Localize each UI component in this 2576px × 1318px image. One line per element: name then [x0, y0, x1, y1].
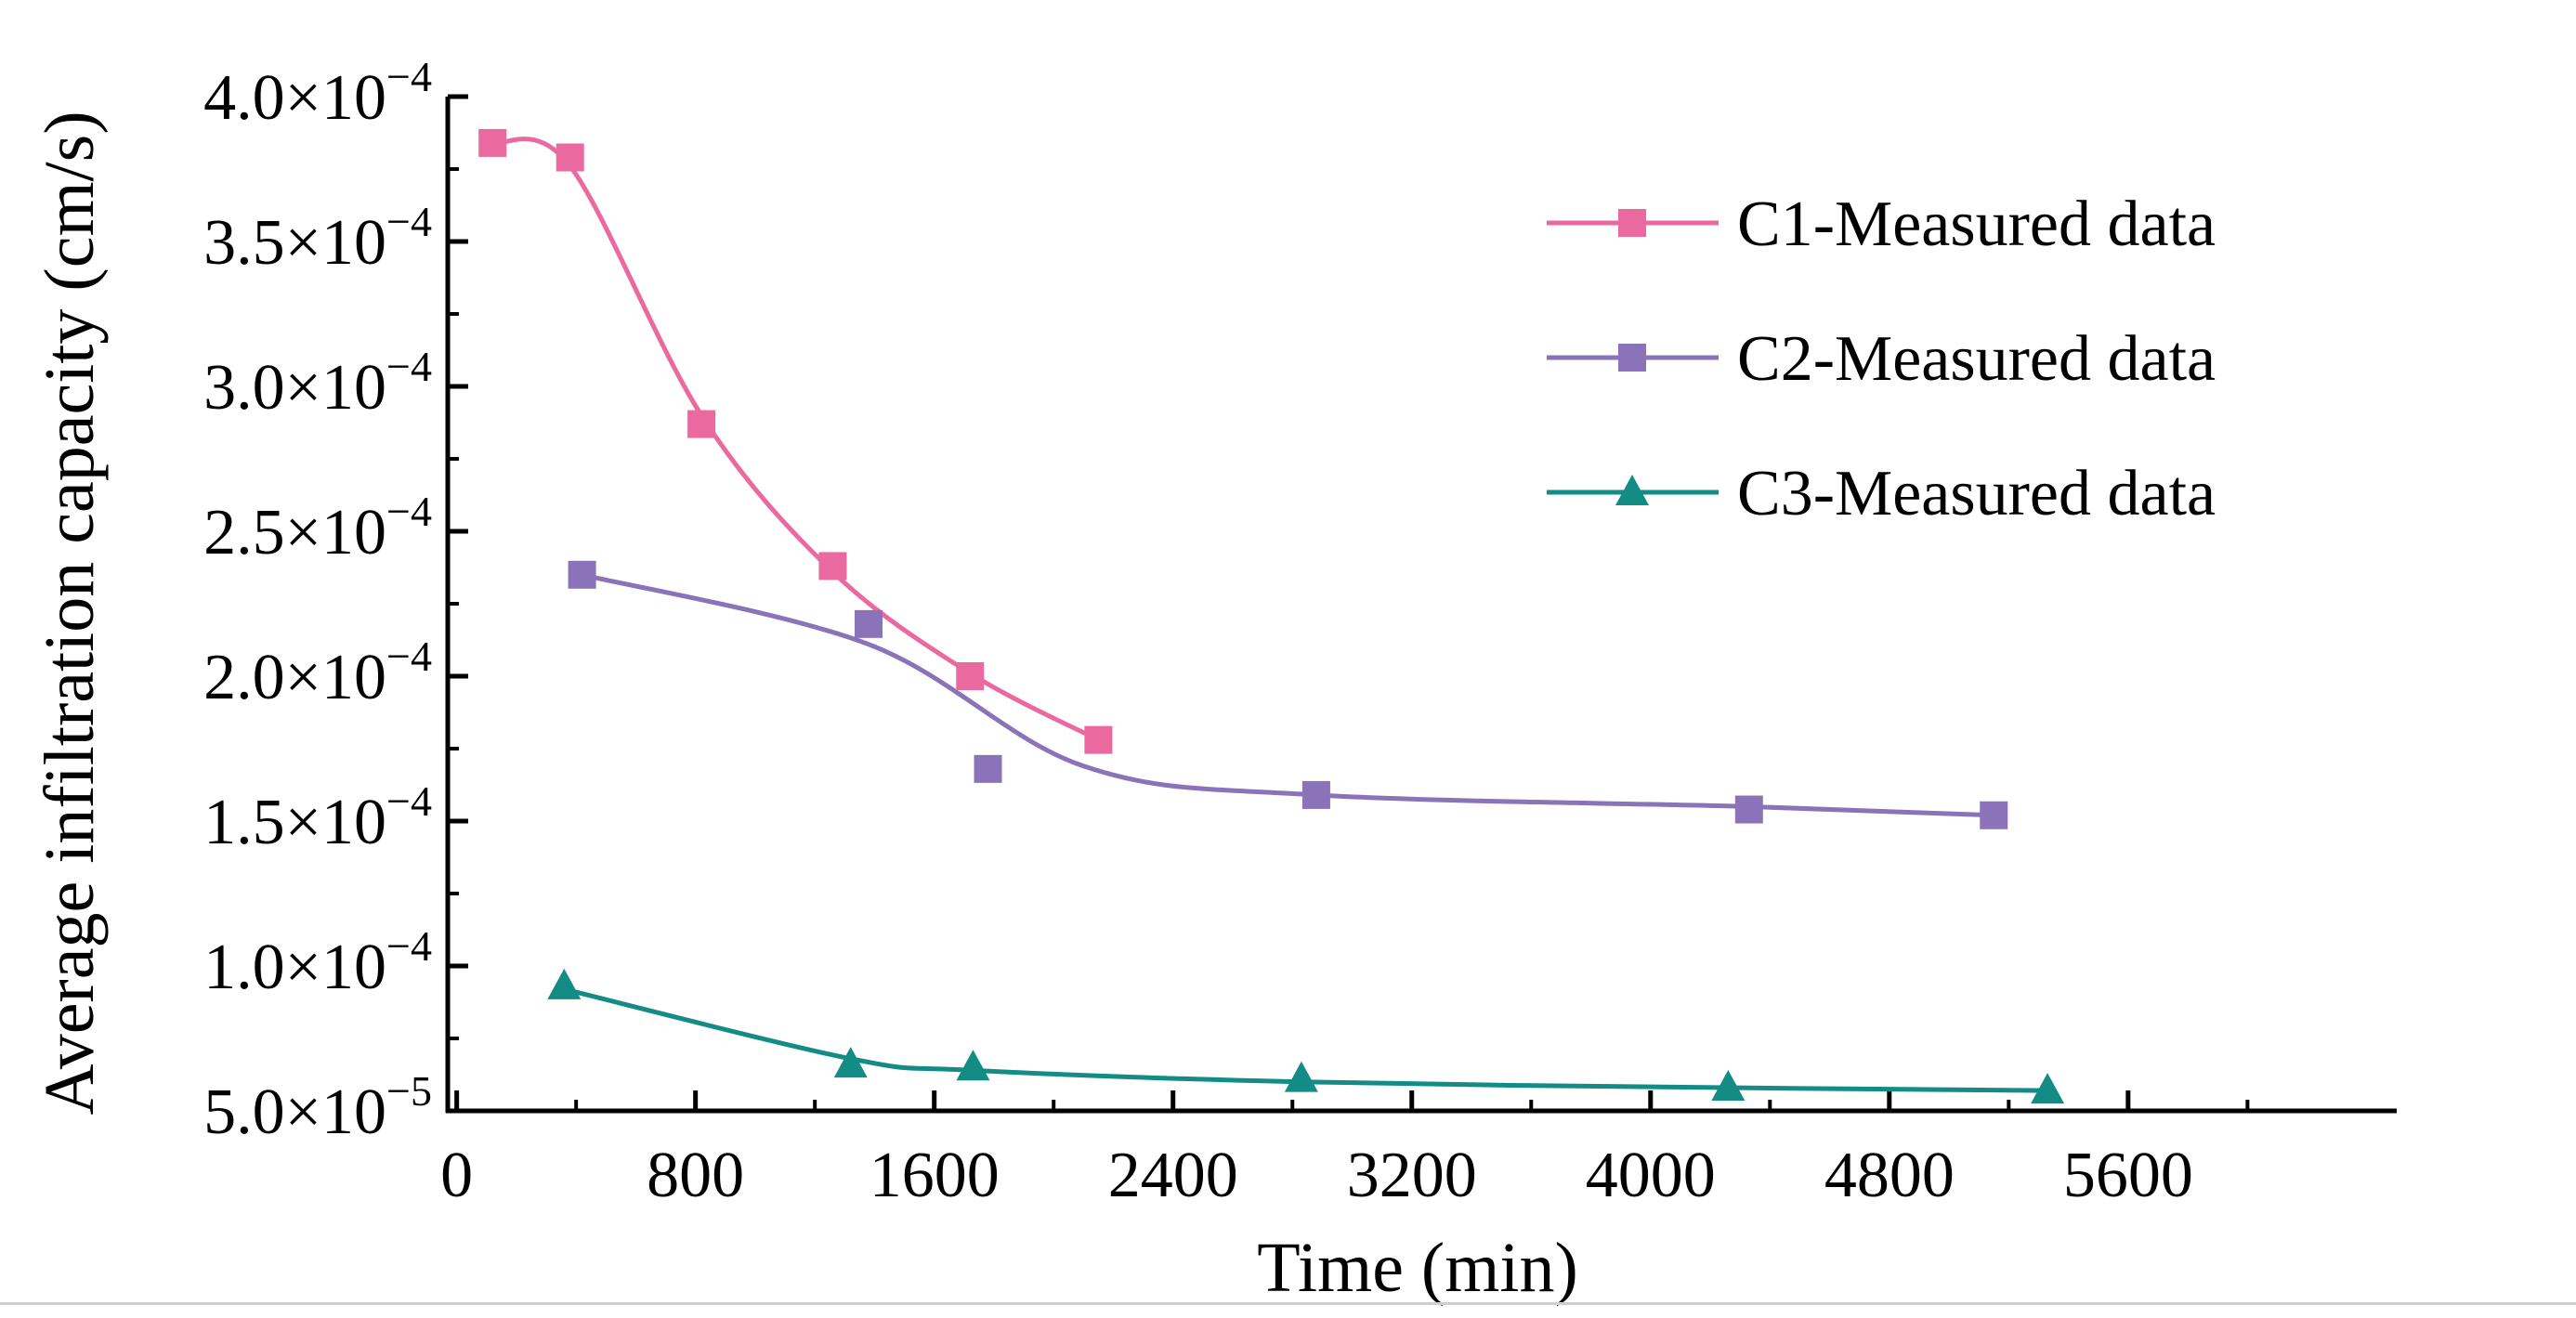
x-tick-label: 4000 [1586, 1140, 1716, 1211]
legend-marker-series-2 [1618, 344, 1646, 372]
data-point-series-3 [1284, 1061, 1318, 1092]
data-point-series-2 [1734, 795, 1763, 824]
legend-marker-series-3 [1615, 475, 1649, 505]
data-point-series-3 [547, 968, 582, 999]
legend-label-series-1: C1-Measured data [1737, 189, 2216, 260]
x-tick-label: 2400 [1108, 1140, 1238, 1211]
data-point-series-3 [833, 1047, 868, 1078]
fit-curves [491, 137, 2048, 1093]
data-point-series-1 [687, 410, 716, 438]
y-tick-label: 4.0×10−4 [203, 53, 432, 134]
legend-label-series-2: C2-Measured data [1737, 323, 2216, 395]
y-tick-label: 1.5×10−4 [203, 777, 432, 858]
y-tick-label: 2.0×10−4 [203, 633, 432, 713]
data-point-series-2 [568, 560, 596, 589]
x-tick-label: 1600 [870, 1140, 1000, 1211]
data-point-series-3 [2031, 1073, 2065, 1104]
x-axis-title: Time (min) [1257, 1229, 1578, 1307]
y-tick-label: 5.0×10−5 [203, 1067, 432, 1148]
y-tick-label: 2.5×10−4 [203, 488, 432, 568]
y-tick-label: 3.5×10−4 [203, 198, 432, 279]
data-point-series-2 [1301, 780, 1330, 809]
x-tick-label: 4800 [1824, 1140, 1955, 1211]
fit-curve-series-2 [581, 572, 1994, 818]
data-point-series-1 [556, 143, 584, 172]
fit-curve-series-1 [491, 137, 1100, 742]
data-point-series-2 [855, 609, 883, 638]
x-tick-label: 5600 [2063, 1140, 2193, 1211]
y-tick-labels: 5.0×10−5 1.0×10−4 1.5×10−4 2.0×10−4 2.5×10−4… [203, 53, 432, 1148]
data-point-series-1 [1084, 725, 1113, 754]
y-axis-title: Average infiltration capacity (cm/s) [31, 111, 109, 1115]
y-tick-label: 3.0×10−4 [203, 343, 432, 424]
data-point-series-2 [974, 754, 1002, 783]
data-points [478, 128, 2065, 1104]
data-point-series-3 [1711, 1070, 1746, 1102]
data-point-series-1 [818, 552, 847, 581]
data-point-series-1 [956, 662, 985, 690]
y-tick-label: 1.0×10−4 [203, 922, 432, 1003]
x-tick-labels: 0 800 1600 2400 3200 4000 4800 5600 [440, 1140, 2193, 1211]
legend-marker-series-1 [1618, 209, 1646, 237]
data-point-series-3 [956, 1050, 990, 1081]
data-point-series-1 [478, 128, 507, 157]
x-tick-label: 800 [647, 1140, 744, 1211]
legend-label-series-3: C3-Measured data [1737, 458, 2216, 529]
x-tick-label: 0 [440, 1140, 473, 1211]
bottom-divider [0, 1302, 2576, 1305]
x-tick-label: 3200 [1347, 1140, 1477, 1211]
fit-curve-series-3 [563, 986, 2048, 1093]
legend: C1-Measured data C2-Measured data C3-Measu… [1547, 189, 2216, 529]
data-point-series-2 [1980, 801, 2008, 829]
